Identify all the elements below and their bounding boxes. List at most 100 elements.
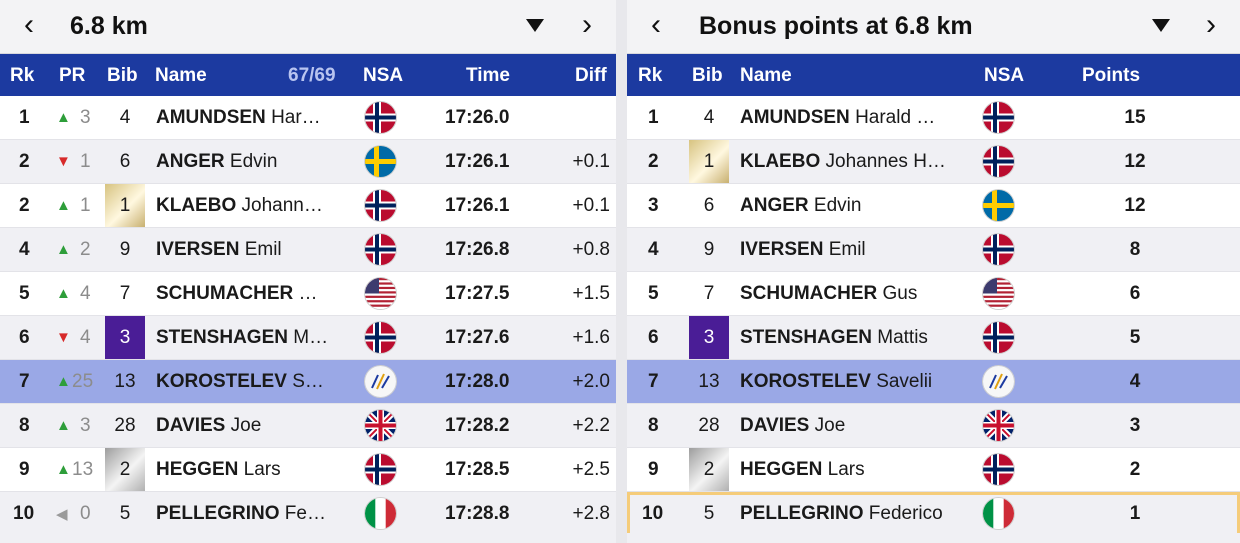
time-diff: +2.0 [572, 371, 610, 392]
position-change-arrow-icon: ◀ [56, 506, 68, 523]
result-row[interactable]: 8 ▲ 3 28 DAVIES Joe 17:28.2 +2.2 [0, 404, 616, 448]
athlete-name: HEGGEN Lars [156, 459, 281, 480]
position-change-arrow-icon: ▲ [56, 285, 71, 302]
nsa-flag-icon [365, 410, 396, 441]
athlete-name: KOROSTELEV S… [156, 371, 324, 392]
bonus-points-panel: ‹ Bonus points at 6.8 km › Rk Bib Name N… [627, 0, 1240, 543]
bonus-row[interactable]: 7 13 KOROSTELEV Savelii 4 [627, 360, 1240, 404]
nsa-flag-icon [365, 146, 396, 177]
header-points: Points [1082, 65, 1141, 86]
caret-down-icon[interactable] [1152, 19, 1170, 32]
chevron-left-icon[interactable]: ‹ [651, 8, 661, 41]
position-change: 1 [80, 195, 91, 216]
result-row[interactable]: 10 ◀ 0 5 PELLEGRINO Fe… 17:28.8 +2.8 [0, 492, 616, 536]
time-diff: +2.8 [572, 503, 610, 524]
bonus-row[interactable]: 2 1 KLAEBO Johannes H… 12 [627, 140, 1240, 184]
rank: 7 [19, 371, 30, 392]
position-change: 1 [80, 151, 91, 172]
position-change: 4 [80, 327, 91, 348]
position-change-arrow-icon: ▼ [56, 153, 71, 170]
result-row[interactable]: 9 ▲ 13 2 HEGGEN Lars 17:28.5 +2.5 [0, 448, 616, 492]
nsa-flag-icon [983, 410, 1014, 441]
split-time: 17:28.8 [445, 503, 510, 524]
bonus-row[interactable]: 1 4 AMUNDSEN Harald … 15 [627, 96, 1240, 140]
bib-number: 4 [119, 107, 131, 128]
athlete-name: AMUNDSEN Har… [156, 107, 321, 128]
split-title: 6.8 km [70, 12, 148, 40]
chevron-right-icon[interactable]: › [582, 8, 592, 41]
header-nsa: NSA [363, 65, 404, 86]
bonus-points: 15 [1124, 107, 1146, 128]
next-row-peek [627, 533, 1240, 543]
athlete-name: KOROSTELEV Savelii [740, 371, 933, 392]
bonus-points: 4 [1129, 371, 1141, 392]
rank: 4 [19, 239, 30, 260]
bonus-points: 6 [1129, 283, 1141, 304]
rank: 2 [19, 151, 30, 172]
bonus-row[interactable]: 6 3 STENSHAGEN Mattis 5 [627, 316, 1240, 360]
split-time: 17:26.0 [445, 107, 510, 128]
nsa-flag-icon [365, 190, 396, 221]
position-change-arrow-icon: ▲ [56, 417, 71, 434]
header-diff: Diff [575, 65, 607, 86]
athlete-name: IVERSEN Emil [740, 239, 866, 260]
bonus-row[interactable]: 10 5 PELLEGRINO Federico 1 [627, 492, 1240, 536]
athlete-name: DAVIES Joe [156, 415, 262, 436]
bonus-row[interactable]: 5 7 SCHUMACHER Gus 6 [627, 272, 1240, 316]
athlete-name: AMUNDSEN Harald … [740, 107, 936, 128]
header-name: Name [155, 65, 207, 86]
bonus-points: 3 [1129, 415, 1141, 436]
athlete-name: STENSHAGEN M… [156, 327, 329, 348]
nsa-flag-icon [365, 234, 396, 265]
bib-number: 7 [119, 283, 131, 304]
bonus-row[interactable]: 9 2 HEGGEN Lars 2 [627, 448, 1240, 492]
bib-number: 3 [689, 316, 729, 359]
rank: 3 [648, 195, 659, 216]
nsa-flag-icon [983, 366, 1014, 397]
next-row-peek [0, 533, 616, 543]
split-time: 17:27.6 [445, 327, 510, 348]
bonus-row[interactable]: 3 6 ANGER Edvin 12 [627, 184, 1240, 228]
position-change: 13 [72, 459, 94, 480]
bonus-points: 12 [1124, 151, 1146, 172]
bonus-title: Bonus points at 6.8 km [699, 12, 973, 40]
bib-number: 13 [114, 371, 136, 392]
split-time: 17:26.1 [445, 151, 510, 172]
time-diff: +0.1 [572, 195, 610, 216]
bib-number: 1 [105, 184, 145, 227]
nsa-flag-icon [983, 102, 1014, 133]
bib-number: 7 [703, 283, 715, 304]
athlete-name: HEGGEN Lars [740, 459, 865, 480]
time-diff: +2.2 [572, 415, 610, 436]
result-row[interactable]: 2 ▲ 1 1 KLAEBO Johann… 17:26.1 +0.1 [0, 184, 616, 228]
result-row[interactable]: 4 ▲ 2 9 IVERSEN Emil 17:26.8 +0.8 [0, 228, 616, 272]
time-diff: +0.1 [572, 151, 610, 172]
result-row[interactable]: 2 ▼ 1 6 ANGER Edvin 17:26.1 +0.1 [0, 140, 616, 184]
time-diff: +2.5 [572, 459, 610, 480]
result-row[interactable]: 7 ▲ 25 13 KOROSTELEV S… 17:28.0 +2.0 [0, 360, 616, 404]
caret-down-icon[interactable] [526, 19, 544, 32]
bonus-row[interactable]: 4 9 IVERSEN Emil 8 [627, 228, 1240, 272]
split-selector-bar: ‹ 6.8 km › [0, 0, 616, 54]
chevron-left-icon[interactable]: ‹ [24, 8, 34, 41]
bonus-points: 12 [1124, 195, 1146, 216]
header-bib: Bib [107, 65, 138, 86]
result-row[interactable]: 1 ▲ 3 4 AMUNDSEN Har… 17:26.0 [0, 96, 616, 140]
result-row[interactable]: 5 ▲ 4 7 SCHUMACHER … 17:27.5 +1.5 [0, 272, 616, 316]
nsa-flag-icon [983, 190, 1014, 221]
header-name: Name [740, 65, 792, 86]
result-row[interactable]: 6 ▼ 4 3 STENSHAGEN M… 17:27.6 +1.6 [0, 316, 616, 360]
athlete-name: ANGER Edvin [740, 195, 862, 216]
bib-number: 6 [119, 151, 131, 172]
bib-number: 4 [703, 107, 715, 128]
bib-number: 9 [119, 239, 131, 260]
header-pr: PR [59, 65, 86, 86]
split-time: 17:26.1 [445, 195, 510, 216]
position-change: 2 [80, 239, 91, 260]
split-time: 17:28.5 [445, 459, 510, 480]
bonus-row[interactable]: 8 28 DAVIES Joe 3 [627, 404, 1240, 448]
split-time: 17:26.8 [445, 239, 510, 260]
rank: 6 [19, 327, 30, 348]
chevron-right-icon[interactable]: › [1206, 8, 1216, 41]
split-time: 17:27.5 [445, 283, 510, 304]
